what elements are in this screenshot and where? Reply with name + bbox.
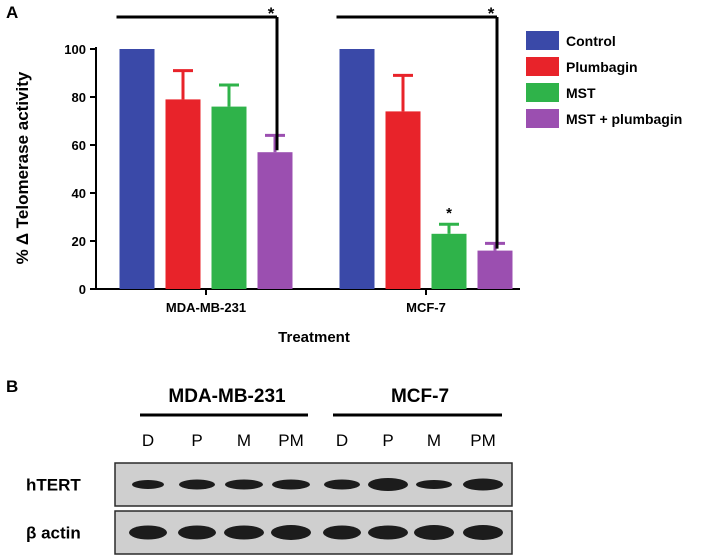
blot-band [179, 479, 215, 490]
x-axis-label: Treatment [278, 329, 350, 346]
significance-star: * [446, 205, 452, 222]
y-tick-label: 100 [64, 42, 86, 57]
blot-lane-label: M [427, 431, 441, 450]
blot-group-label: MDA-MB-231 [168, 386, 286, 407]
bar [385, 111, 421, 290]
y-tick-label: 0 [79, 282, 86, 297]
blot-row-label: hTERT [26, 476, 81, 495]
blot-band [132, 480, 164, 489]
y-tick-label: 60 [72, 138, 86, 153]
significance-star: * [268, 4, 275, 23]
blot-band [463, 478, 503, 491]
significance-star: * [488, 4, 495, 23]
legend-swatch [526, 83, 559, 102]
blot-membrane [114, 462, 513, 507]
legend-label: MST [566, 85, 596, 101]
blot-band [272, 479, 310, 490]
y-tick-label: 20 [72, 234, 86, 249]
legend-swatch [526, 57, 559, 76]
blot-band [368, 478, 408, 491]
blot-row-label: β actin [26, 524, 81, 543]
blot-lane-label: P [191, 431, 202, 450]
y-tick-label: 40 [72, 186, 86, 201]
blot-lane-label: PM [278, 431, 304, 450]
blot-band [225, 479, 263, 490]
y-axis-label: % Δ Telomerase activity [13, 71, 32, 264]
chart-legend: Control Plumbagin MST MST + plumbagin [526, 31, 682, 128]
blot-lane-label: P [382, 431, 393, 450]
bar [339, 49, 375, 289]
blot-band [178, 525, 216, 540]
bar [165, 99, 201, 290]
blot-band [368, 525, 408, 540]
blot-band [271, 525, 311, 540]
blot-lane-label: M [237, 431, 251, 450]
panel-b-label: B [6, 377, 18, 396]
bar [477, 250, 513, 289]
legend-swatch [526, 31, 559, 50]
blot-lane-label: PM [470, 431, 496, 450]
blot-band [416, 480, 452, 489]
blot-lane-label: D [336, 431, 348, 450]
blot-band [129, 525, 167, 540]
x-tick-label: MDA-MB-231 [166, 300, 246, 315]
blot-band [324, 479, 360, 490]
legend-label: Plumbagin [566, 59, 638, 75]
legend-label: MST + plumbagin [566, 111, 682, 127]
blot-band [224, 525, 264, 540]
bar [119, 49, 155, 289]
x-tick-label: MCF-7 [406, 300, 446, 315]
blot-band [463, 525, 503, 540]
blot-group-label: MCF-7 [391, 386, 449, 407]
legend-swatch [526, 109, 559, 128]
legend-label: Control [566, 33, 616, 49]
panel-a-label: A [6, 3, 18, 22]
plot-area: 0 20 40 60 80 100 MDA-MB-231 MCF-7 * * * [64, 4, 520, 315]
blot-band [323, 525, 361, 540]
blot-lane-label: D [142, 431, 154, 450]
blot-band [414, 525, 454, 540]
bar [257, 152, 293, 289]
bar [211, 106, 247, 289]
y-tick-label: 80 [72, 90, 86, 105]
bar [431, 233, 467, 289]
